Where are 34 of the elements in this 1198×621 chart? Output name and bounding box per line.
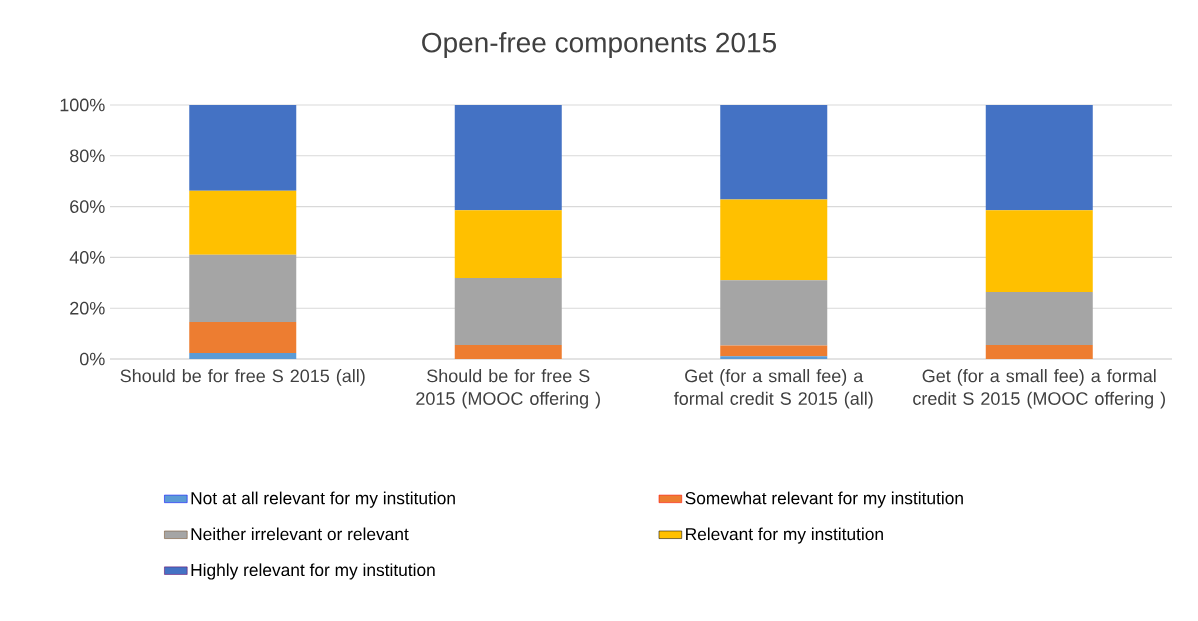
legend-label: Somewhat relevant for my institution — [685, 491, 963, 508]
x-tick-label: Should be for free S 2015 (all) — [120, 369, 365, 386]
legend-label: Relevant for my institution — [686, 527, 883, 544]
y-tick-label: 60% — [70, 200, 105, 213]
bar — [454, 210, 562, 278]
bar — [189, 190, 297, 255]
bar — [985, 105, 1093, 211]
legend-label: Highly relevant for my institution — [191, 563, 435, 580]
bar — [720, 105, 828, 200]
y-tick-label: 0% — [79, 352, 105, 366]
x-tick-label: Should be for free S 2015 (MOOC offering ) — [416, 369, 600, 409]
bar — [189, 105, 297, 191]
bar — [985, 345, 1093, 359]
bar — [720, 356, 828, 359]
y-tick-label: 20% — [70, 301, 105, 315]
bar — [720, 199, 828, 281]
chart-title: Open-free components 2015 — [422, 31, 776, 59]
y-tick-label: 100% — [60, 98, 105, 112]
bar — [720, 345, 828, 357]
legend-label: Neither irrelevant or relevant — [191, 527, 409, 541]
legend-label: Not at all relevant for my institution — [191, 491, 455, 508]
x-tick-label: Get (for a small fee) a formal credit S 2015 (MOOC offering ) — [913, 369, 1165, 409]
bar — [189, 352, 297, 359]
bar — [720, 280, 828, 346]
bar — [454, 277, 562, 346]
bar — [454, 345, 562, 359]
x-tick-label: Get (for a small fee) a formal credit S 2015 (all) — [673, 369, 873, 409]
bar — [189, 321, 297, 353]
bar — [454, 105, 562, 211]
y-tick-label: 80% — [70, 149, 105, 163]
bar — [985, 210, 1093, 292]
bar — [985, 291, 1093, 346]
y-tick-label: 40% — [69, 251, 105, 264]
bar — [189, 254, 297, 322]
